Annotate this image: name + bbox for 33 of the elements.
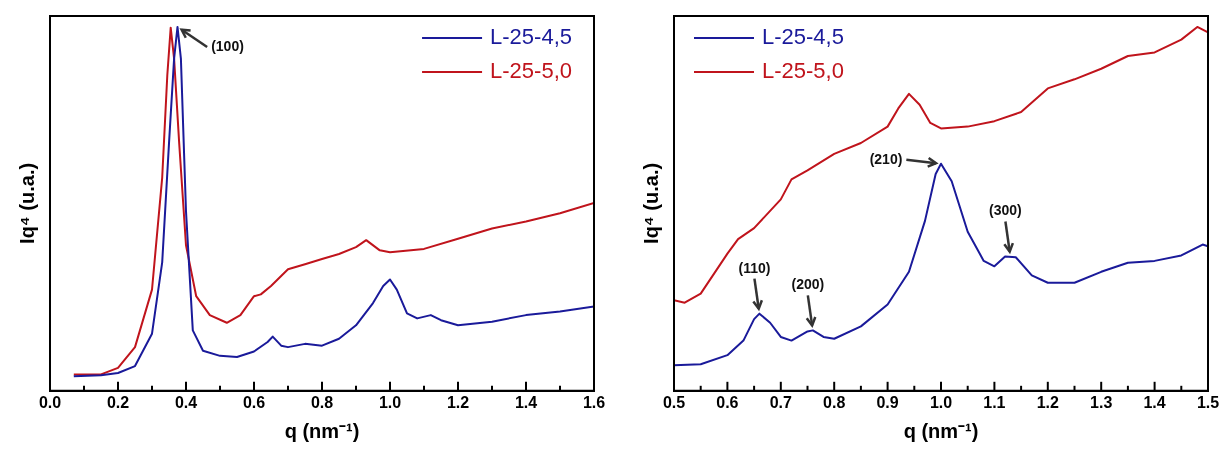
x-tick-label: 0.7 xyxy=(769,393,793,411)
legend-label: L-25-4,5 xyxy=(490,24,573,50)
x-tick-label: 0.0 xyxy=(38,393,62,411)
annotation: (300) xyxy=(989,202,1022,219)
annotation: (110) xyxy=(738,259,771,276)
x-axis-title: q (nm⁻¹) xyxy=(903,419,979,442)
legend-label: L-25-5,0 xyxy=(490,58,573,84)
x-tick-label: 0.8 xyxy=(310,393,334,411)
x-tick-label: 0.2 xyxy=(106,393,130,411)
x-tick-label: 0.4 xyxy=(174,393,198,411)
annotation: (210) xyxy=(869,150,903,167)
x-tick-label: 1.2 xyxy=(446,393,470,411)
x-tick-label: 1.4 xyxy=(1143,393,1166,411)
x-tick-label: 0.6 xyxy=(242,393,266,411)
x-tick-label: 0.9 xyxy=(876,393,899,411)
x-tick-label: 1.4 xyxy=(514,393,538,411)
y-axis-title: Iq⁴ (u.a.) xyxy=(15,162,38,244)
x-tick-label: 0.6 xyxy=(716,393,739,411)
x-tick-label: 1.5 xyxy=(1196,393,1220,411)
x-tick-label: 0.5 xyxy=(662,393,686,411)
x-tick-label: 1.6 xyxy=(582,393,606,411)
annotation: (100) xyxy=(211,37,244,54)
x-tick-label: 1.0 xyxy=(929,393,953,411)
x-axis-title: q (nm⁻¹) xyxy=(284,419,360,442)
x-tick-label: 1.3 xyxy=(1090,393,1113,411)
x-tick-label: 1.0 xyxy=(378,393,402,411)
legend-label: L-25-4,5 xyxy=(762,24,844,50)
y-axis-title: Iq⁴ (u.a.) xyxy=(639,162,662,244)
annotation: (200) xyxy=(791,276,825,293)
x-tick-label: 1.2 xyxy=(1036,393,1060,411)
legend-label: L-25-5,0 xyxy=(762,58,844,84)
x-tick-label: 0.8 xyxy=(823,393,846,411)
x-tick-label: 1.1 xyxy=(983,393,1006,411)
